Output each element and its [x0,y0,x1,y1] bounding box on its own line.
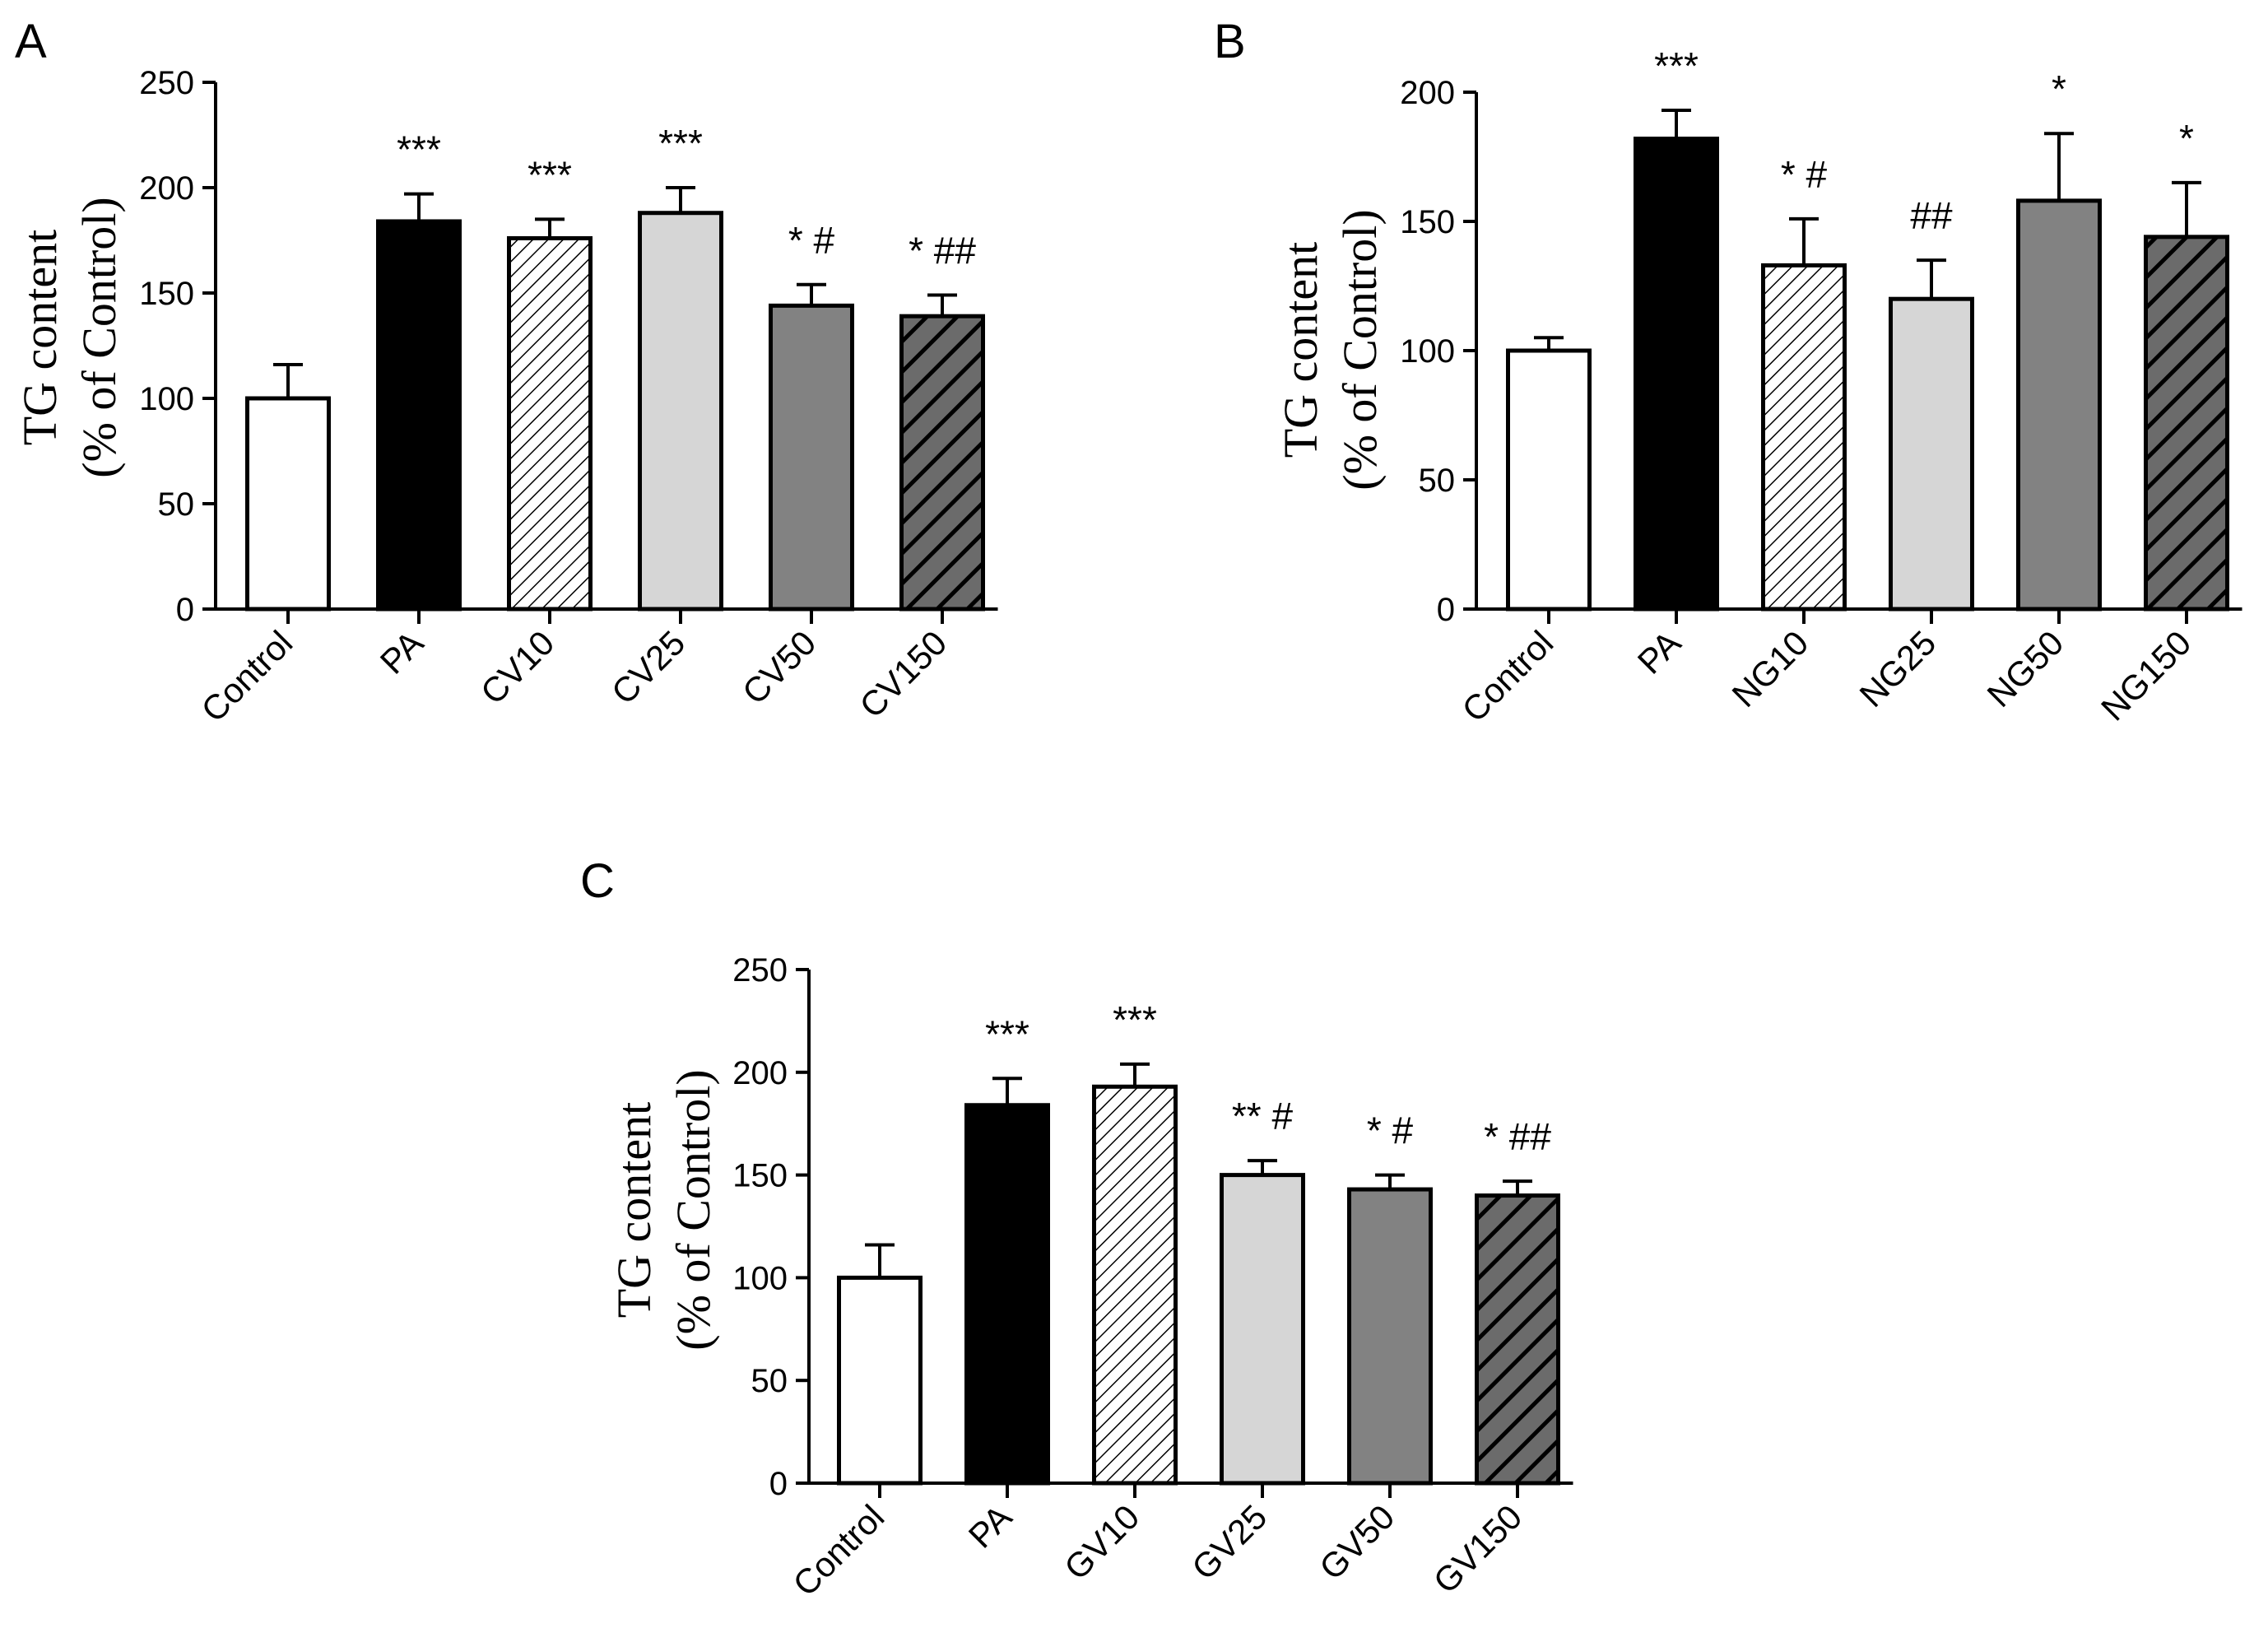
significance-label-c: * ## [1484,1115,1551,1158]
bar-a-pa [376,219,462,612]
y-axis-label-line2-c: (% of Control) [667,1069,720,1351]
x-tick-label-a: CV50 [735,623,824,712]
y-tick-label-c: 200 [732,1055,788,1091]
y-tick-label-b: 150 [1400,204,1455,240]
y-axis-label-line2-b: (% of Control) [1333,209,1387,491]
bar-c-control [837,1275,923,1486]
x-tick-label-c: GV150 [1426,1497,1530,1601]
significance-label-a: * # [788,219,835,262]
x-tick-label-c: PA [961,1497,1020,1556]
bar-c-gv50 [1347,1187,1433,1486]
y-tick-label-a: 50 [158,486,195,523]
x-tick-label-a: CV10 [473,623,562,712]
y-tick-label-c: 0 [769,1466,788,1502]
chart-panel-c: C TG content (% of Control) 0 50 100 150 200… [580,854,1573,1603]
x-tick-label-a: Control [193,623,300,729]
x-tick-label-b: PA [1630,623,1689,681]
y-axis-label-line1-b: TG content [1274,242,1327,458]
y-tick-label-c: 100 [732,1260,788,1296]
significance-label-b: * [2052,67,2066,110]
plot-area-c: 0 50 100 150 200 250 Control PA *** GV10 *** GV25 **… [732,952,1573,1603]
y-tick-label-c: 50 [751,1363,788,1399]
y-axis-label-line2-a: (% of Control) [72,197,126,478]
x-tick-label-a: PA [373,623,431,681]
bar-c-gv10 [1092,1084,1178,1486]
significance-label-b: ## [1910,194,1953,237]
significance-label-c: * # [1367,1109,1414,1152]
bar-b-ng10 [1761,263,1847,612]
y-tick-label-c: 150 [732,1158,788,1194]
y-tick-label-b: 50 [1419,463,1456,499]
significance-label-a: *** [658,122,703,165]
y-tick-label-a: 0 [176,592,194,628]
significance-label-c: ** # [1232,1095,1294,1137]
panel-label-a: A [15,15,47,68]
bar-b-ng50 [2016,198,2102,612]
chart-panel-a: A TG content (% of Control) 0 50 100 150 200… [13,15,998,729]
significance-label-a: *** [397,128,441,171]
x-tick-label-a: CV25 [604,623,693,712]
x-tick-label-b: NG150 [2094,623,2198,728]
significance-label-b: * # [1781,153,1828,196]
y-tick-label-b: 200 [1400,75,1455,111]
bar-a-cv150 [899,314,985,612]
bar-a-cv50 [769,303,854,612]
y-tick-label-c: 250 [732,952,788,988]
y-tick-label-b: 100 [1400,333,1455,370]
y-axis-label-line1-a: TG content [13,230,67,446]
x-tick-label-b: Control [1454,623,1560,729]
y-tick-label-b: 0 [1437,592,1455,628]
significance-label-c: *** [985,1012,1029,1055]
bar-b-pa [1634,137,1719,612]
bar-c-pa [964,1103,1050,1486]
significance-label-b: *** [1654,44,1699,87]
y-tick-label-a: 200 [139,170,194,207]
bar-a-cv10 [507,235,593,612]
x-tick-label-c: Control [785,1497,891,1603]
x-tick-label-b: NG10 [1725,623,1816,714]
y-tick-label-a: 100 [139,381,194,417]
bar-b-ng150 [2144,235,2229,612]
plot-area-a: 0 50 100 150 200 250 Control PA *** CV10 *** CV25 **… [139,65,998,729]
panel-label-c: C [580,854,615,908]
x-tick-label-a: CV150 [852,623,954,725]
significance-label-a: *** [527,153,572,196]
significance-label-a: * ## [909,230,976,272]
x-tick-label-b: NG50 [1980,623,2071,714]
x-tick-label-c: GV25 [1184,1497,1274,1587]
panel-label-b: B [1214,15,1246,68]
bar-a-cv25 [638,211,723,612]
bar-a-control [245,396,331,612]
significance-label-c: *** [1113,998,1157,1041]
chart-panel-b: B TG content (% of Control) 0 50 100 150 200… [1214,15,2242,729]
x-tick-label-c: GV50 [1312,1497,1401,1587]
bar-b-control [1506,348,1592,612]
y-tick-label-a: 150 [139,276,194,312]
plot-area-b: 0 50 100 150 200 Control PA *** NG10 * # NG25 ## NG5… [1400,44,2242,729]
significance-label-b: * [2179,117,2194,160]
bar-b-ng25 [1889,296,1974,612]
y-tick-label-a: 250 [139,65,194,101]
bar-c-gv150 [1475,1193,1560,1486]
bar-c-gv25 [1220,1173,1305,1486]
x-tick-label-c: GV10 [1057,1497,1146,1587]
x-tick-label-b: NG25 [1852,623,1944,714]
y-axis-label-line1-c: TG content [607,1102,661,1319]
